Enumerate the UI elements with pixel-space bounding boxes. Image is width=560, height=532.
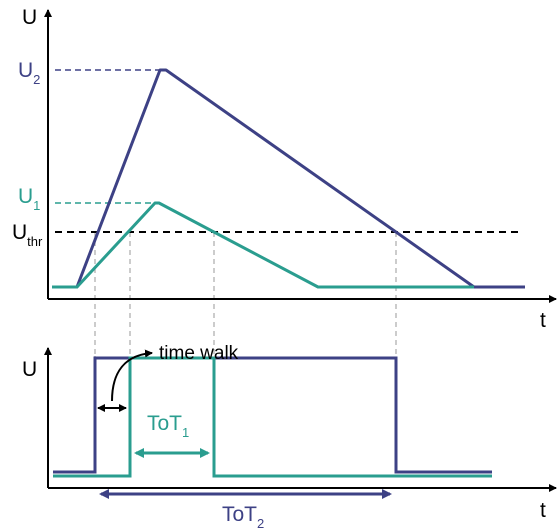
- bottom-y-axis-label: U: [22, 358, 37, 381]
- top-plot: U t U2 U1 Uthr: [12, 6, 557, 356]
- tot2-pulse: [53, 356, 492, 474]
- tot2-label: ToT2: [222, 503, 264, 531]
- bottom-plot: U t time walk ToT1 ToT2: [22, 343, 557, 531]
- time-walk-label: time walk: [159, 343, 239, 364]
- threshold-label: Uthr: [12, 221, 43, 249]
- u1-signal-curve: [52, 201, 474, 289]
- top-y-axis-label: U: [22, 6, 37, 29]
- u1-label: U1: [18, 185, 40, 213]
- tot1-pulse: [53, 356, 492, 478]
- time-walk-pointer: [111, 349, 153, 402]
- top-x-axis-label: t: [540, 309, 546, 332]
- u2-signal-curve: [52, 68, 525, 289]
- crossing-guides: [94, 232, 397, 356]
- u2-label: U2: [18, 59, 40, 87]
- tot1-label: ToT1: [147, 412, 189, 440]
- bottom-x-axis-label: t: [540, 499, 546, 522]
